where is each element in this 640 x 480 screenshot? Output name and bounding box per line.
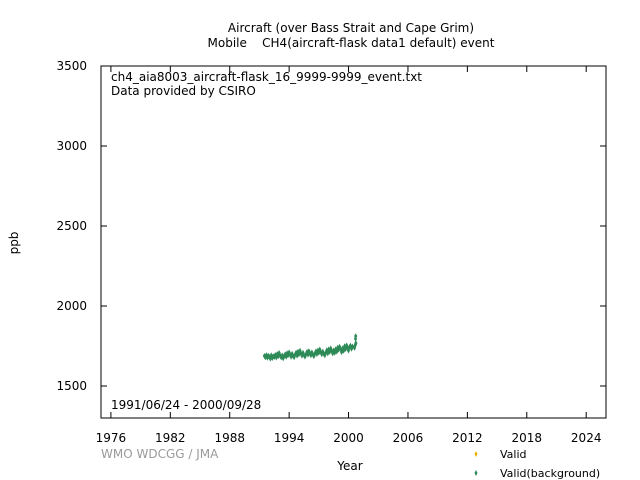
- y-axis-label: ppb: [7, 232, 21, 255]
- data-point: [289, 353, 293, 360]
- data-point: [294, 349, 298, 356]
- data-point: [307, 348, 311, 355]
- data-point: [295, 352, 299, 359]
- provider-annotation: Data provided by CSIRO: [111, 84, 256, 98]
- x-tick-label: 1982: [155, 431, 186, 445]
- x-tick-label: 2006: [393, 431, 424, 445]
- y-tick-label: 2000: [56, 299, 87, 313]
- data-point: [337, 346, 341, 353]
- y-tick-label: 3500: [56, 59, 87, 73]
- y-tick-label: 1500: [56, 379, 87, 393]
- chart-title: Aircraft (over Bass Strait and Cape Grim…: [227, 21, 475, 35]
- y-tick-label: 2500: [56, 219, 87, 233]
- data-point: [311, 351, 315, 358]
- data-point: [262, 352, 266, 359]
- x-tick-label: 2000: [333, 431, 364, 445]
- period-annotation: 1991/06/24 - 2000/09/28: [111, 398, 261, 412]
- x-tick-label: 2012: [452, 431, 483, 445]
- data-point: [291, 352, 295, 359]
- axis-ticks: 1976 1982 1988 1994 2000 2006 2012 2018 2024 1500…: [56, 59, 606, 445]
- data-point: [308, 350, 312, 357]
- data-point: [287, 349, 291, 356]
- data-point: [293, 351, 297, 358]
- data-point: [340, 349, 344, 356]
- data-point: [346, 344, 350, 351]
- data-point: [312, 353, 316, 360]
- legend: Valid Valid(background): [474, 448, 600, 480]
- data-point: [315, 351, 319, 357]
- x-tick-label: 2018: [512, 431, 543, 445]
- plot-frame: [100, 65, 607, 419]
- data-point: [313, 350, 317, 357]
- data-point: [292, 354, 296, 361]
- y-tick-label: 3000: [56, 139, 87, 153]
- data-point: [354, 340, 358, 347]
- data-point: [316, 347, 320, 354]
- x-tick-label: 1976: [96, 431, 127, 445]
- data-point: [345, 342, 349, 349]
- credit-annotation: WMO WDCGG / JMA: [101, 447, 219, 461]
- data-point: [341, 345, 345, 352]
- data-point: [310, 349, 314, 356]
- x-tick-label: 1994: [274, 431, 305, 445]
- legend-marker-valid: [474, 451, 478, 457]
- data-point: [339, 346, 343, 353]
- data-point: [288, 351, 292, 358]
- data-point: [354, 333, 358, 340]
- legend-marker-valid-background: [474, 470, 478, 476]
- x-tick-label: 2024: [571, 431, 602, 445]
- data-point: [264, 352, 268, 359]
- legend-label-valid: Valid: [500, 448, 527, 461]
- data-point: [338, 343, 342, 350]
- data-point: [343, 343, 347, 350]
- data-point: [286, 352, 290, 359]
- legend-label-valid-background: Valid(background): [500, 467, 600, 480]
- x-axis-label: Year: [336, 459, 362, 473]
- data-point: [344, 346, 348, 352]
- x-tick-label: 1988: [214, 431, 245, 445]
- data-point: [342, 347, 346, 354]
- data-point: [290, 350, 294, 357]
- data-points: [262, 333, 358, 362]
- file-annotation: ch4_aia8003_aircraft-flask_16_9999-9999_…: [111, 70, 422, 84]
- data-point: [265, 354, 269, 361]
- data-point: [314, 348, 318, 355]
- chart-subtitle: Mobile CH4(aircraft-flask data1 default)…: [207, 36, 495, 50]
- data-point: [263, 354, 267, 361]
- data-point: [309, 352, 313, 359]
